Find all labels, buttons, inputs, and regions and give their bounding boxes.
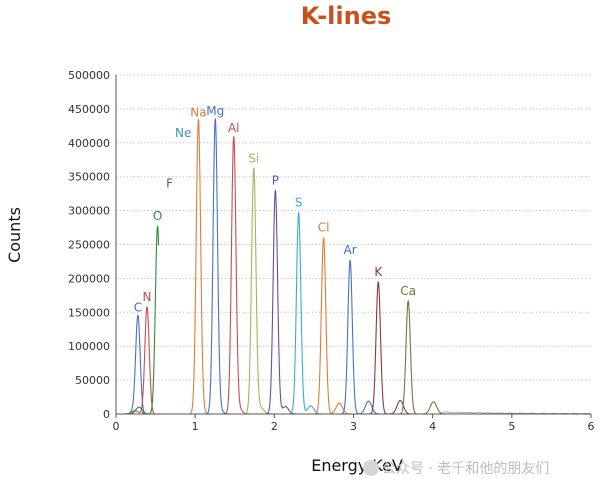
x-tick-label: 3 bbox=[350, 420, 357, 433]
peak-label-ca: Ca bbox=[400, 284, 416, 298]
watermark-text: 公众号 · 老千和他的朋友们 bbox=[382, 461, 549, 477]
y-tick-label: 400000 bbox=[68, 137, 110, 150]
y-tick-label: 50000 bbox=[75, 374, 110, 387]
x-axis-label: Energy KeV bbox=[311, 456, 403, 475]
series-line-k bbox=[350, 281, 421, 415]
y-tick-label: 150000 bbox=[68, 306, 110, 319]
series-line-o bbox=[129, 225, 160, 415]
y-tick-label: 450000 bbox=[68, 103, 110, 116]
y-tick-label: 300000 bbox=[68, 205, 110, 218]
chart-title: K-lines bbox=[301, 2, 392, 30]
peak-label-ar: Ar bbox=[344, 243, 357, 257]
y-tick-label: 100000 bbox=[68, 340, 110, 353]
peak-label-p: P bbox=[272, 173, 279, 187]
y-tick-label: 250000 bbox=[68, 239, 110, 252]
x-tick-label: 2 bbox=[271, 420, 278, 433]
peak-labels: CN O F Ne Na Mg Al Si P S Cl Ar K Ca bbox=[134, 104, 416, 315]
peak-label-si: Si bbox=[248, 152, 259, 166]
peak-label-cl: Cl bbox=[318, 221, 330, 235]
x-tick-label: 5 bbox=[508, 420, 515, 433]
grid-lines bbox=[116, 74, 591, 381]
peak-label-o: O bbox=[153, 209, 162, 223]
baseline-tail-line bbox=[440, 411, 592, 415]
peak-label-n: N bbox=[143, 290, 152, 304]
y-tick-label: 200000 bbox=[68, 272, 110, 285]
peak-label-s: S bbox=[295, 196, 303, 210]
y-axis-label: Counts bbox=[5, 207, 24, 263]
watermark-icon bbox=[363, 460, 379, 476]
peak-label-al: Al bbox=[228, 121, 240, 135]
y-tick-label: 0 bbox=[103, 408, 110, 421]
y-tick-label: 500000 bbox=[68, 69, 110, 82]
x-tick-label: 4 bbox=[429, 420, 436, 433]
peak-label-na: Na bbox=[190, 105, 206, 119]
x-tick-label: 6 bbox=[588, 420, 595, 433]
x-tick-label: 1 bbox=[192, 420, 199, 433]
series-line-ca bbox=[380, 300, 454, 415]
series-lines bbox=[115, 118, 592, 415]
y-tick-label: 350000 bbox=[68, 171, 110, 184]
peak-label-c: C bbox=[134, 301, 142, 315]
peak-label-mg: Mg bbox=[206, 104, 224, 118]
watermark: 公众号 · 老千和他的朋友们 bbox=[363, 460, 549, 477]
peak-label-f: F bbox=[166, 177, 173, 191]
x-tick-label: 0 bbox=[113, 420, 120, 433]
peak-label-ne: Ne bbox=[175, 126, 191, 140]
tick-labels: 0500001000001500002000002500003000003500… bbox=[68, 69, 595, 433]
peak-label-k: K bbox=[374, 265, 383, 279]
